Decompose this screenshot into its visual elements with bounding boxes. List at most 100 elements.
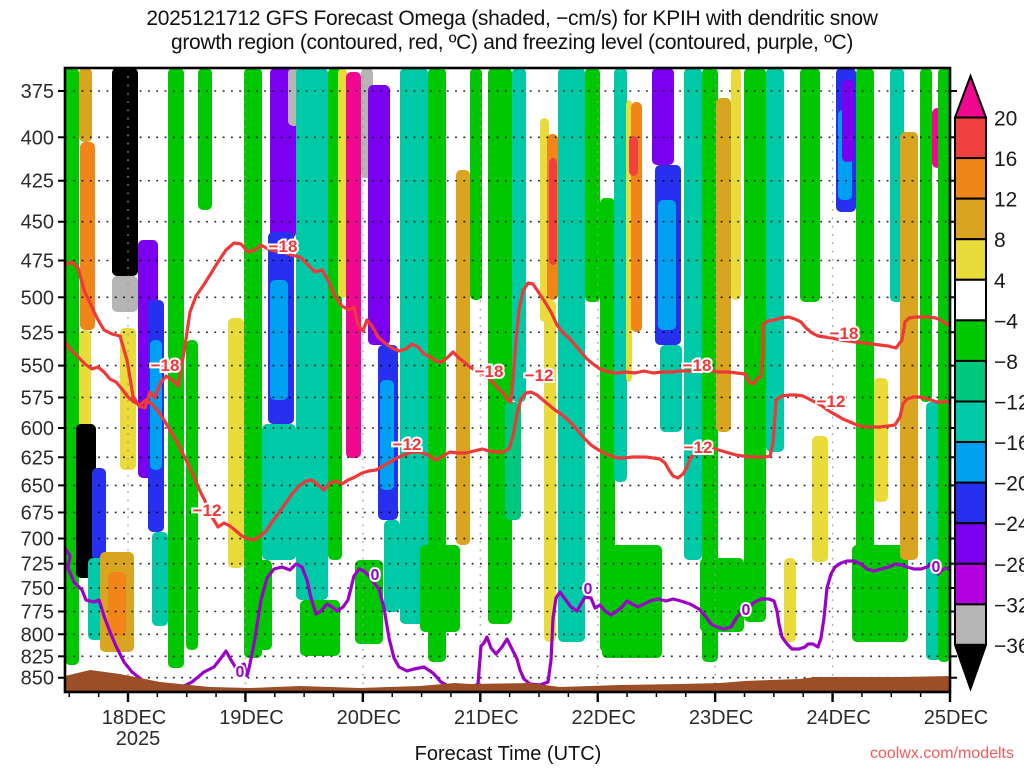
y-tick-label: 700 [21,529,54,551]
omega-band [856,68,874,642]
colorbar-tick-label: −8 [994,351,1018,374]
colorbar-tick-label: 20 [994,108,1017,131]
omega-band [920,68,932,402]
red-contour-line [65,241,950,410]
red-contour-label: −12 [193,501,222,520]
omega-band [228,318,244,568]
red-contour-line [65,340,950,542]
colorbar-segment [954,522,987,565]
purple-contour-label: 0 [932,559,941,576]
omega-band [874,378,888,502]
omega-band [766,68,784,452]
colorbar-tick-label: 8 [994,229,1006,252]
omega-band [168,68,184,668]
omega-band [368,85,390,345]
colorbar-segment [954,197,987,241]
omega-band [784,558,796,642]
plot-border [63,66,952,694]
colorbar-segment [954,238,987,281]
omega-band [544,300,556,642]
omega-band [79,68,92,142]
omega-band [384,520,400,612]
omega-band [186,340,198,650]
omega-band [76,424,96,578]
colorbar-segment [954,116,987,160]
omega-band [488,68,512,624]
freezing-level-contour [65,546,950,692]
purple-contour-label: 0 [236,664,245,681]
y-tick-label: 550 [21,356,54,378]
colorbar-tick-label: −28 [994,554,1024,577]
omega-band [540,118,549,322]
omega-band [660,345,682,432]
colorbar-tick-label: 4 [994,270,1006,293]
purple-contour-label: 0 [742,602,751,619]
red-contour-label: −12 [817,392,846,411]
colorbar-segment [954,157,987,200]
colorbar-tick-label: −32 [994,594,1024,617]
omega-colorbar: 20 16 12 8 4 −4 −8 −12 −16 −20 −24 −28 −32 −36 [953,73,1024,692]
y-tick-label: 725 [21,554,54,576]
red-contour-label: −12 [525,366,554,385]
omega-band [244,68,262,658]
colorbar-segment [954,319,987,362]
red-contour-label: −18 [475,362,504,381]
y-tick-label: 500 [21,287,54,309]
y-tick-label: 375 [21,81,54,103]
omega-band [80,142,95,330]
y-tick-label: 450 [21,212,54,234]
omega-band [150,340,162,470]
omega-band [585,68,600,302]
y-axis-pressure: 375 400 425 450 475 500 525 550 575 600 625 650 675 7… [21,81,957,690]
omega-band [108,572,126,636]
purple-contour-label: 0 [584,581,593,598]
omega-band [65,68,79,665]
omega-band [428,68,446,662]
terrain-fill [65,670,950,692]
omega-band [296,68,328,600]
omega-band [112,276,138,312]
omega-band [338,68,347,298]
x-tick-label: 23DEC [689,707,753,729]
omega-band [79,330,91,432]
colorbar-tick-label: −12 [994,391,1024,414]
y-tick-label: 750 [21,578,54,600]
omega-band [602,545,662,658]
y-tick-label: 425 [21,171,54,193]
y-tick-label: 475 [21,250,54,272]
y-tick-label: 850 [21,668,54,690]
y-tick-label: 400 [21,127,54,149]
colorbar-tick-label: −24 [994,513,1024,536]
omega-band [300,600,340,656]
x-tick-label: 22DEC [571,707,635,729]
colorbar-tick-label: −20 [994,473,1024,496]
colorbar-tick-label: −16 [994,432,1024,455]
omega-band [812,436,828,562]
colorbar-segment [954,481,987,525]
omega-band [744,68,766,622]
y-tick-label: 625 [21,447,54,469]
omega-band [716,98,731,432]
colorbar-segment [954,359,987,403]
watermark-link[interactable]: coolwx.com/modelts [870,745,1014,762]
omega-band [900,132,918,560]
terrain-profile [65,670,950,692]
omega-band [270,280,288,400]
omega-band [658,200,676,330]
colorbar-tick-label: 16 [994,148,1017,171]
omega-band [600,198,615,652]
omega-band [92,468,106,560]
omega-band [355,560,383,644]
x-tick-label: 24DEC [806,707,870,729]
purple-contour-label: 0 [371,567,380,584]
colorbar-tick-label: 12 [994,189,1017,212]
x-axis-time: 18DEC 19DEC 20DEC 21DEC 22DEC 23DEC 24DEC 25DEC [68,692,988,729]
omega-band [842,80,854,162]
colorbar-segment [954,441,987,484]
omega-band [629,136,638,176]
omega-band [652,68,674,165]
omega-band [731,68,741,300]
y-tick-label: 775 [21,602,54,624]
y-tick-label: 525 [21,322,54,344]
